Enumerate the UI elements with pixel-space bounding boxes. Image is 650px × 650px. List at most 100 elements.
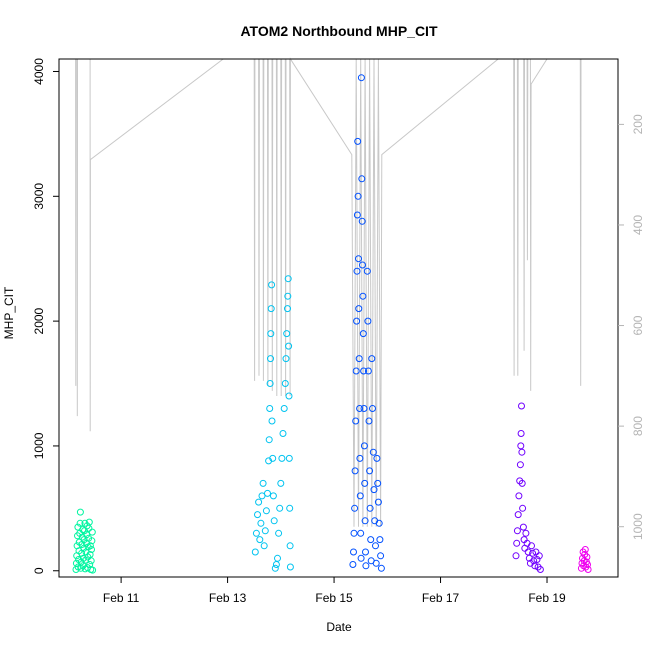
data-point: [285, 454, 293, 462]
data-point: [264, 489, 271, 497]
data-point: [284, 305, 291, 313]
data-point: [262, 507, 270, 515]
data-point: [581, 546, 589, 553]
data-point: [285, 342, 293, 350]
data-point: [516, 461, 524, 469]
data-point: [72, 559, 80, 567]
data-point: [368, 355, 376, 363]
data-point: [370, 486, 378, 494]
data-point: [286, 504, 294, 512]
data-point: [352, 367, 360, 375]
data-point: [357, 529, 365, 537]
data-point: [286, 563, 294, 571]
data-point: [366, 504, 374, 512]
data-point: [89, 566, 97, 574]
data-point: [362, 548, 369, 556]
data-point: [279, 430, 287, 437]
data-point: [353, 211, 361, 219]
data-point: [86, 542, 94, 550]
data-point: [512, 552, 520, 560]
data-point: [355, 355, 363, 363]
data-point: [360, 442, 368, 450]
data-point: [518, 479, 526, 487]
data-point: [373, 454, 381, 462]
data-point: [88, 528, 96, 536]
right-tick-label: 800: [631, 416, 645, 436]
data-point: [360, 367, 368, 375]
right-tick-label: 200: [631, 114, 645, 134]
data-point: [260, 542, 268, 550]
data-point: [276, 504, 284, 512]
data-point: [584, 561, 591, 568]
data-point: [267, 355, 274, 363]
right-axis: 200 400 600 800 1000: [618, 114, 645, 540]
data-point: [351, 467, 359, 475]
data-point: [275, 529, 283, 537]
data-point: [530, 557, 538, 565]
y-tick-label: 0: [32, 567, 46, 574]
x-tick-label: Feb 11: [103, 591, 140, 605]
data-point: [281, 380, 289, 387]
data-point: [354, 192, 362, 200]
data-point: [76, 508, 84, 516]
data-point: [88, 537, 96, 545]
data-point: [88, 546, 95, 553]
data-point: [366, 467, 374, 475]
data-point: [79, 554, 87, 562]
data-point: [364, 317, 372, 325]
data-point: [583, 553, 591, 561]
data-point: [349, 561, 357, 568]
data-point: [514, 511, 522, 519]
data-point: [269, 492, 277, 500]
data-point: [357, 554, 365, 562]
data-point: [268, 281, 276, 289]
data-point: [355, 305, 363, 313]
data-point: [519, 504, 527, 512]
right-tick-label: 400: [631, 215, 645, 235]
data-point: [374, 498, 382, 506]
data-point: [365, 417, 373, 425]
data-point: [357, 74, 365, 82]
right-tick-label: 600: [631, 315, 645, 335]
overlay-series-line: [75, 57, 582, 527]
data-point: [351, 504, 359, 512]
y-tick-label: 4000: [32, 58, 46, 85]
data-point: [274, 554, 281, 562]
data-point: [522, 529, 530, 537]
data-point: [272, 561, 280, 568]
data-point: [377, 552, 385, 560]
data-point: [356, 454, 364, 462]
data-point: [529, 549, 537, 557]
data-point: [277, 479, 285, 487]
data-point: [284, 275, 292, 283]
data-point: [77, 558, 85, 566]
data-point: [369, 448, 377, 456]
overlay-layer: [75, 57, 582, 527]
right-tick-label: 1000: [631, 513, 645, 540]
data-point: [531, 562, 539, 570]
data-point: [269, 454, 277, 462]
data-point: [519, 523, 527, 531]
data-point: [515, 492, 523, 500]
data-point: [86, 561, 94, 568]
x-tick-label: Feb 19: [528, 591, 566, 605]
data-point: [513, 539, 521, 547]
data-point: [518, 402, 525, 410]
data-point: [517, 430, 525, 437]
y-tick-label: 3000: [32, 183, 46, 210]
data-point: [266, 405, 274, 412]
plot-frame: [58, 58, 619, 578]
data-point: [350, 548, 357, 556]
data-point: [256, 536, 264, 544]
data-point: [374, 479, 382, 487]
data-point: [261, 527, 269, 535]
data-point: [266, 380, 274, 387]
data-point: [350, 529, 358, 537]
data-point: [517, 442, 525, 450]
data-point: [518, 448, 526, 456]
data-point: [584, 566, 592, 573]
data-point: [285, 392, 293, 400]
data-point: [284, 292, 292, 300]
data-point: [375, 519, 383, 527]
